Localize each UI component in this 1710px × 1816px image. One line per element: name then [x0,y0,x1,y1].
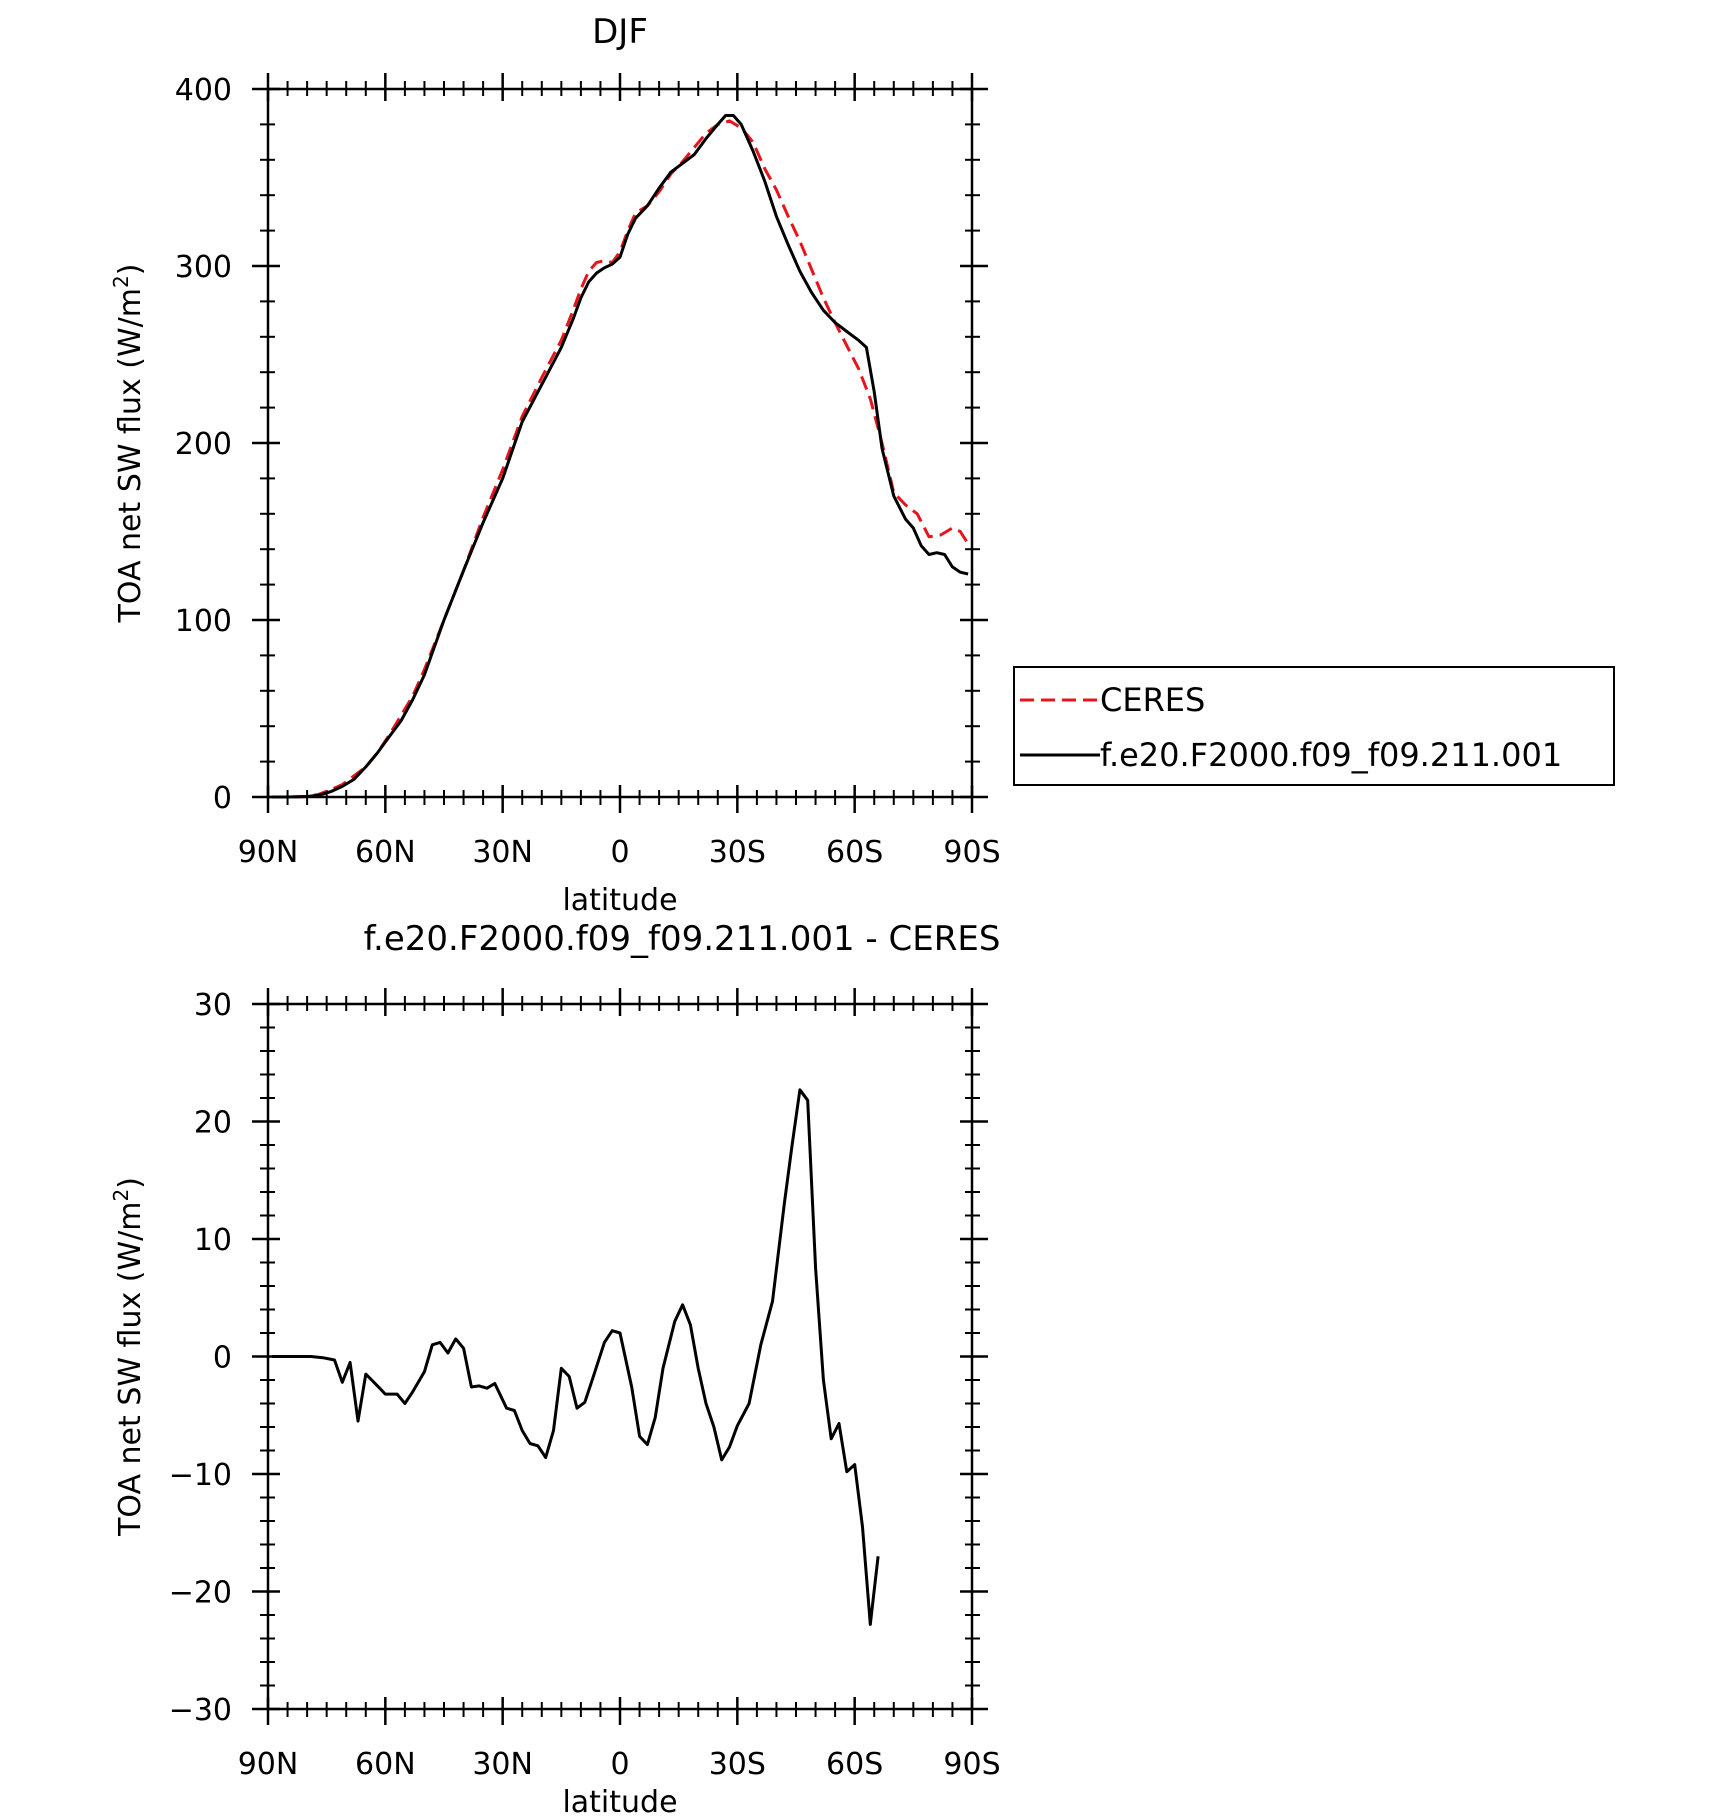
y-tick-label: −20 [169,1576,232,1611]
x-tick-label: 60S [826,1747,883,1782]
y-tick-label: 200 [175,427,232,462]
y-tick-label: −10 [169,1458,232,1493]
y-tick-label: 400 [175,73,232,108]
series-lines [271,114,970,799]
x-tick-label: 60N [355,835,416,870]
top-panel: DJF 90N 60N 30N 0 30S 60S 90S 0 100 200 300 400 lat… [109,12,1001,918]
legend-label-ceres: CERES [1100,681,1205,719]
axis-ticks [252,73,988,813]
y-axis-title-superscript: 2 [109,275,133,288]
y-axis-title-superscript: 2 [109,1189,133,1202]
legend-label-model: f.e20.F2000.f09_f09.211.001 [1100,736,1562,774]
y-axis-title-main: TOA net SW flux (W/m [113,1202,148,1537]
plot-frame [266,87,974,799]
y-tick-label: −30 [169,1693,232,1728]
y-tick-label: 100 [175,604,232,639]
x-axis-title: latitude [562,1785,677,1816]
y-tick-label: 10 [194,1223,232,1258]
y-tick-label: 0 [213,781,232,816]
y-axis-title-close: ) [113,1177,148,1189]
x-axis-title: latitude [562,883,677,918]
y-axis-title: TOA net SW flux (W/m2) [109,264,148,624]
x-tick-label: 60N [355,1747,416,1782]
x-tick-label: 0 [610,835,629,870]
x-tick-label: 90S [943,835,1000,870]
x-tick-label: 60S [826,835,883,870]
plot-frame [266,1002,974,1711]
x-tick-label: 30N [472,1747,533,1782]
y-tick-label: 0 [213,1341,232,1376]
x-tick-label: 90N [238,1747,299,1782]
x-tick-label: 0 [610,1747,629,1782]
series-line-model [271,114,969,799]
x-tick-label: 30S [709,835,766,870]
x-tick-label: 90S [943,1747,1000,1782]
tick-labels: 90N 60N 30N 0 30S 60S 90S 0 100 200 300 400 [175,73,1001,870]
axis-ticks [252,988,988,1725]
y-tick-label: 300 [175,250,232,285]
series-lines [271,1088,880,1626]
y-axis-title-close: ) [113,264,148,276]
tick-labels: 90N 60N 30N 0 30S 60S 90S −30 −20 −10 0 10 20 30 [169,988,1001,1782]
legend: CERES f.e20.F2000.f09_f09.211.001 [1013,666,1615,786]
chart-title: f.e20.F2000.f09_f09.211.001 - CERES [364,919,1001,959]
x-tick-label: 90N [238,835,299,870]
y-axis-title: TOA net SW flux (W/m2) [109,1177,148,1537]
series-line-ceres [271,119,970,799]
y-axis-title-main: TOA net SW flux (W/m [113,288,148,623]
x-tick-label: 30N [472,835,533,870]
y-tick-label: 30 [194,988,232,1023]
chart-title: DJF [592,12,648,52]
legend-box [1013,666,1615,786]
series-line-difference [271,1088,880,1626]
bottom-panel: f.e20.F2000.f09_f09.211.001 - CERES 90N 6… [109,919,1001,1816]
x-tick-label: 30S [709,1747,766,1782]
y-tick-label: 20 [194,1106,232,1141]
